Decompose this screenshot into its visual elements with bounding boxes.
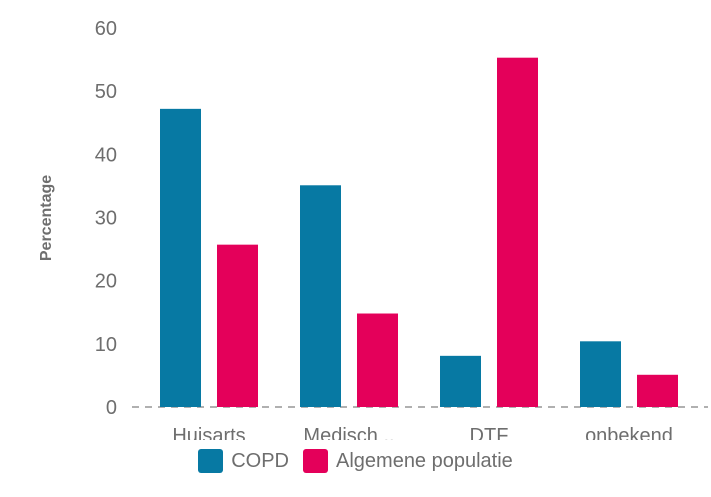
legend-item-copd: COPD bbox=[198, 449, 289, 473]
x-tick-label: DTF bbox=[470, 425, 509, 440]
y-axis: 0 10 20 30 40 50 60 bbox=[95, 18, 117, 419]
y-axis-label: Percentage bbox=[38, 175, 55, 261]
x-axis: Huisarts Medisch .. DTF onbekend bbox=[172, 425, 673, 440]
y-tick-label: 20 bbox=[95, 271, 117, 293]
bar-algemene-populatie-huisarts bbox=[217, 244, 258, 407]
legend-label-copd: COPD bbox=[231, 449, 289, 472]
legend: COPD Algemene populatie bbox=[0, 446, 711, 476]
y-tick-label: 40 bbox=[95, 144, 117, 166]
x-tick-label: onbekend bbox=[585, 425, 673, 440]
bar-copd-dtf bbox=[440, 355, 481, 407]
bar-copd-huisarts bbox=[160, 108, 201, 407]
bar-algemene-populatie-onbekend bbox=[637, 374, 678, 407]
x-tick-label: Huisarts bbox=[172, 425, 245, 440]
bar-copd-medisch bbox=[300, 185, 341, 407]
bars bbox=[160, 57, 678, 408]
y-tick-label: 30 bbox=[95, 208, 117, 230]
bar-algemene-populatie-dtf bbox=[497, 57, 538, 408]
y-tick-label: 10 bbox=[95, 334, 117, 356]
bar-algemene-populatie-medisch bbox=[357, 313, 398, 407]
y-tick-label: 60 bbox=[95, 18, 117, 40]
bar-copd-onbekend bbox=[580, 341, 621, 407]
x-tick-label: Medisch .. bbox=[303, 425, 394, 440]
bar-chart: 0 10 20 30 40 50 60 Percentage Huisarts Medisch… bbox=[38, 18, 708, 440]
legend-swatch-copd bbox=[198, 449, 224, 473]
y-tick-label: 0 bbox=[106, 397, 117, 419]
legend-label-algemene-populatie: Algemene populatie bbox=[336, 449, 513, 472]
y-tick-label: 50 bbox=[95, 81, 117, 103]
legend-item-algemene-populatie: Algemene populatie bbox=[303, 449, 513, 473]
legend-swatch-algemene-populatie bbox=[303, 449, 328, 473]
